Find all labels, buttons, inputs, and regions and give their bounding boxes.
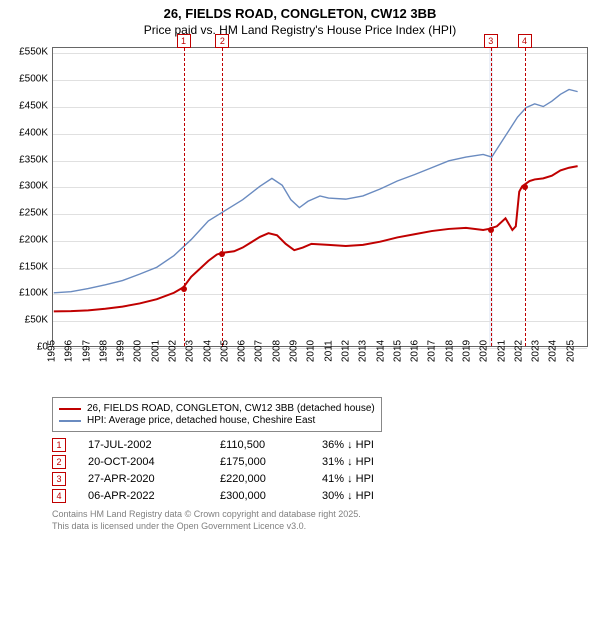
sale-row: 2 20-OCT-2004 £175,000 31% ↓ HPI [52, 455, 592, 469]
sales-table: 1 17-JUL-2002 £110,500 36% ↓ HPI 2 20-OCT-200… [52, 438, 592, 503]
x-tick-label: 2015 [392, 340, 403, 362]
legend: 26, FIELDS ROAD, CONGLETON, CW12 3BB (de… [52, 397, 382, 432]
x-tick-label: 1998 [98, 340, 109, 362]
sale-row-price: £220,000 [220, 473, 300, 485]
legend-label-price: 26, FIELDS ROAD, CONGLETON, CW12 3BB (de… [87, 403, 375, 414]
y-tick-label: £200K [19, 234, 48, 245]
x-tick-label: 2013 [358, 340, 369, 362]
x-tick-label: 1999 [116, 340, 127, 362]
sale-row: 1 17-JUL-2002 £110,500 36% ↓ HPI [52, 438, 592, 452]
x-tick-label: 2023 [531, 340, 542, 362]
y-tick-label: £50K [25, 315, 48, 326]
sale-row: 4 06-APR-2022 £300,000 30% ↓ HPI [52, 489, 592, 503]
legend-row-hpi: HPI: Average price, detached house, Ches… [59, 415, 375, 426]
sale-marker-2: 2 [215, 34, 229, 48]
sale-dot-1 [181, 286, 187, 292]
sale-row-date: 06-APR-2022 [88, 490, 198, 502]
x-tick-label: 2009 [289, 340, 300, 362]
legend-swatch-price [59, 408, 81, 410]
title-block: 26, FIELDS ROAD, CONGLETON, CW12 3BB Pri… [8, 6, 592, 37]
series-price_paid [54, 166, 578, 311]
x-tick-label: 2019 [461, 340, 472, 362]
sale-row-price: £110,500 [220, 439, 300, 451]
x-tick-label: 1996 [64, 340, 75, 362]
x-tick-label: 2010 [306, 340, 317, 362]
x-tick-label: 2005 [219, 340, 230, 362]
y-tick-label: £500K [19, 74, 48, 85]
sale-marker-4: 4 [518, 34, 532, 48]
sale-row-hpi: 41% ↓ HPI [322, 473, 412, 485]
y-axis: £0£50K£100K£150K£200K£250K£300K£350K£400… [8, 47, 50, 347]
series-hpi [54, 90, 578, 293]
x-tick-label: 1997 [81, 340, 92, 362]
x-tick-label: 2011 [323, 340, 334, 362]
x-tick-label: 2008 [271, 340, 282, 362]
x-tick-label: 2003 [185, 340, 196, 362]
x-tick-label: 2018 [444, 340, 455, 362]
chart-area: £0£50K£100K£150K£200K£250K£300K£350K£400… [8, 43, 592, 393]
x-tick-label: 2022 [513, 340, 524, 362]
sale-row-hpi: 36% ↓ HPI [322, 439, 412, 451]
sale-dot-3 [488, 227, 494, 233]
sale-row-marker: 4 [52, 489, 66, 503]
footer-line2: This data is licensed under the Open Gov… [52, 521, 592, 533]
y-tick-label: £150K [19, 261, 48, 272]
sale-row-hpi: 30% ↓ HPI [322, 490, 412, 502]
sale-dot-2 [219, 251, 225, 257]
x-tick-label: 2017 [427, 340, 438, 362]
plot-box: 1234 [52, 47, 588, 347]
x-tick-label: 2021 [496, 340, 507, 362]
x-tick-label: 2000 [133, 340, 144, 362]
footer: Contains HM Land Registry data © Crown c… [52, 509, 592, 532]
title-sub: Price paid vs. HM Land Registry's House … [8, 23, 592, 37]
chart-container: 26, FIELDS ROAD, CONGLETON, CW12 3BB Pri… [0, 0, 600, 536]
x-tick-label: 2012 [340, 340, 351, 362]
legend-row-price: 26, FIELDS ROAD, CONGLETON, CW12 3BB (de… [59, 403, 375, 414]
sale-row-date: 27-APR-2020 [88, 473, 198, 485]
x-tick-label: 2025 [565, 340, 576, 362]
x-axis: 1995199619971998199920002001200220032004… [52, 349, 588, 393]
y-tick-label: £400K [19, 127, 48, 138]
y-tick-label: £450K [19, 100, 48, 111]
series-svg [53, 48, 587, 346]
x-tick-label: 2006 [237, 340, 248, 362]
sale-row-marker: 1 [52, 438, 66, 452]
y-tick-label: £300K [19, 181, 48, 192]
y-tick-label: £350K [19, 154, 48, 165]
x-tick-label: 2002 [168, 340, 179, 362]
sale-marker-3: 3 [484, 34, 498, 48]
x-tick-label: 2024 [548, 340, 559, 362]
sale-row-date: 17-JUL-2002 [88, 439, 198, 451]
sale-row-date: 20-OCT-2004 [88, 456, 198, 468]
x-tick-label: 2014 [375, 340, 386, 362]
x-tick-label: 2016 [410, 340, 421, 362]
sale-dot-4 [522, 184, 528, 190]
x-tick-label: 2020 [479, 340, 490, 362]
footer-line1: Contains HM Land Registry data © Crown c… [52, 509, 592, 521]
title-main: 26, FIELDS ROAD, CONGLETON, CW12 3BB [8, 6, 592, 21]
x-tick-label: 2001 [150, 340, 161, 362]
legend-swatch-hpi [59, 420, 81, 422]
sale-marker-1: 1 [177, 34, 191, 48]
legend-label-hpi: HPI: Average price, detached house, Ches… [87, 415, 315, 426]
sale-row-marker: 3 [52, 472, 66, 486]
sale-row-price: £175,000 [220, 456, 300, 468]
y-tick-label: £550K [19, 47, 48, 58]
sale-row-marker: 2 [52, 455, 66, 469]
x-tick-label: 2004 [202, 340, 213, 362]
x-tick-label: 2007 [254, 340, 265, 362]
sale-row: 3 27-APR-2020 £220,000 41% ↓ HPI [52, 472, 592, 486]
sale-row-price: £300,000 [220, 490, 300, 502]
sale-row-hpi: 31% ↓ HPI [322, 456, 412, 468]
y-tick-label: £100K [19, 288, 48, 299]
y-tick-label: £250K [19, 208, 48, 219]
x-tick-label: 1995 [47, 340, 58, 362]
